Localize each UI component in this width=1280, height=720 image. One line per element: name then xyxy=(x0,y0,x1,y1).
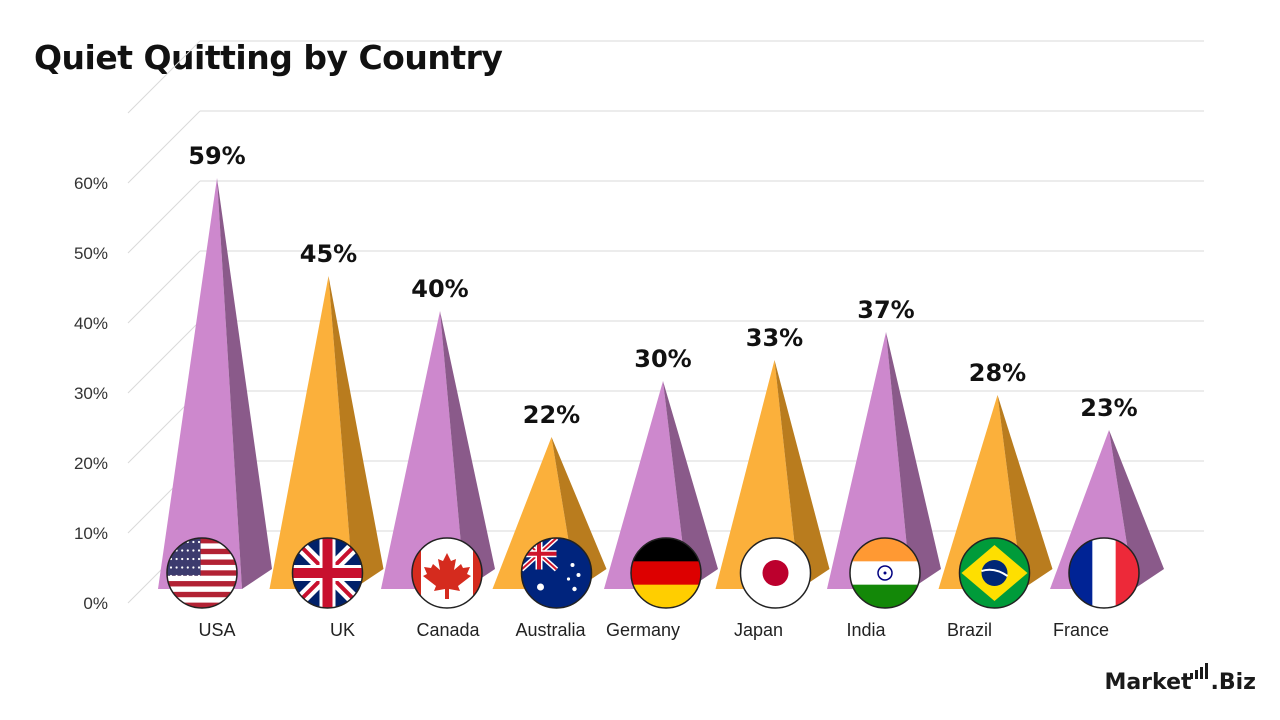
flag-border xyxy=(411,537,483,609)
pyramid-bar-brazil xyxy=(938,395,1053,609)
pyramid-bar-japan xyxy=(715,360,830,609)
brazil-flag-icon xyxy=(959,538,1030,608)
y-tick-label: 40% xyxy=(74,314,108,333)
flag-border xyxy=(1068,537,1140,609)
pyramid-bar-usa xyxy=(158,178,272,609)
value-label: 59% xyxy=(188,142,245,170)
pyramid-side-face xyxy=(774,360,830,589)
canada-flag-icon xyxy=(412,538,482,608)
pyramid-front-face xyxy=(604,381,688,589)
category-label: UK xyxy=(330,620,355,640)
y-tick-label: 50% xyxy=(74,244,108,263)
category-label: India xyxy=(846,620,886,640)
pyramid-side-face xyxy=(217,178,272,589)
japan-flag-icon xyxy=(740,538,811,608)
pyramid-side-face xyxy=(997,395,1053,589)
value-label: 40% xyxy=(411,275,468,303)
grid-diagonal xyxy=(127,320,201,394)
pyramid-bar-canada xyxy=(381,311,495,609)
category-label: Canada xyxy=(416,620,480,640)
brand-dot: . xyxy=(1210,670,1219,695)
pyramid-bar-france xyxy=(1050,430,1164,609)
brand-suffix: Biz xyxy=(1218,670,1256,695)
flag-border xyxy=(520,537,593,609)
grid-diagonal xyxy=(127,180,201,254)
pyramid-front-face xyxy=(381,311,465,589)
pyramid-side-face xyxy=(551,437,607,589)
y-tick-label: 20% xyxy=(74,454,108,473)
india-flag-icon xyxy=(850,538,920,608)
value-label: 33% xyxy=(746,324,803,352)
category-label: Japan xyxy=(734,620,783,640)
flag-border xyxy=(630,537,702,609)
category-label: Germany xyxy=(606,620,680,640)
germany-flag-icon xyxy=(631,538,701,608)
y-tick-label: 0% xyxy=(83,594,108,613)
value-label: 45% xyxy=(300,240,357,268)
value-label: 37% xyxy=(857,296,914,324)
category-label: France xyxy=(1053,620,1109,640)
pyramid-bar-uk xyxy=(269,276,384,609)
pyramid-front-face xyxy=(269,276,354,589)
y-tick-label: 30% xyxy=(74,384,108,403)
flag-border xyxy=(166,537,238,609)
pyramid-side-face xyxy=(440,311,495,589)
value-label: 22% xyxy=(523,401,580,429)
brand-bars-icon xyxy=(1189,663,1210,679)
y-tick-label: 60% xyxy=(74,174,108,193)
flag-border xyxy=(739,537,812,609)
pyramids xyxy=(158,178,1164,609)
pyramid-side-face xyxy=(886,332,941,589)
value-label: 23% xyxy=(1080,394,1137,422)
pyramid-side-face xyxy=(663,381,718,589)
category-label: USA xyxy=(198,620,235,640)
value-label: 28% xyxy=(969,359,1026,387)
value-label: 30% xyxy=(634,345,691,373)
pyramid-bar-india xyxy=(827,332,941,609)
pyramid-bar-germany xyxy=(604,381,718,609)
y-tick-label: 10% xyxy=(74,524,108,543)
flag-border xyxy=(291,537,364,609)
pyramid-front-face xyxy=(715,360,800,589)
pyramid-bar-australia xyxy=(492,437,607,609)
grid-diagonal xyxy=(127,250,201,324)
flag-border xyxy=(849,537,921,609)
pyramid-front-face xyxy=(158,178,242,589)
category-label: Brazil xyxy=(947,620,992,640)
chart-title: Quiet Quitting by Country xyxy=(34,38,503,77)
pyramid-side-face xyxy=(328,276,384,589)
flag-border xyxy=(958,537,1031,609)
category-label: Australia xyxy=(515,620,586,640)
pyramid-front-face xyxy=(827,332,911,589)
grid-diagonal xyxy=(127,40,201,114)
brand-name: Market xyxy=(1104,670,1192,695)
grid-diagonal xyxy=(127,110,201,184)
usa-flag-icon xyxy=(167,538,237,608)
brand-logo: Market . Biz xyxy=(1104,663,1256,695)
pyramid-side-face xyxy=(1109,430,1164,589)
uk-flag-icon xyxy=(292,538,363,608)
france-flag-icon xyxy=(1069,538,1139,608)
